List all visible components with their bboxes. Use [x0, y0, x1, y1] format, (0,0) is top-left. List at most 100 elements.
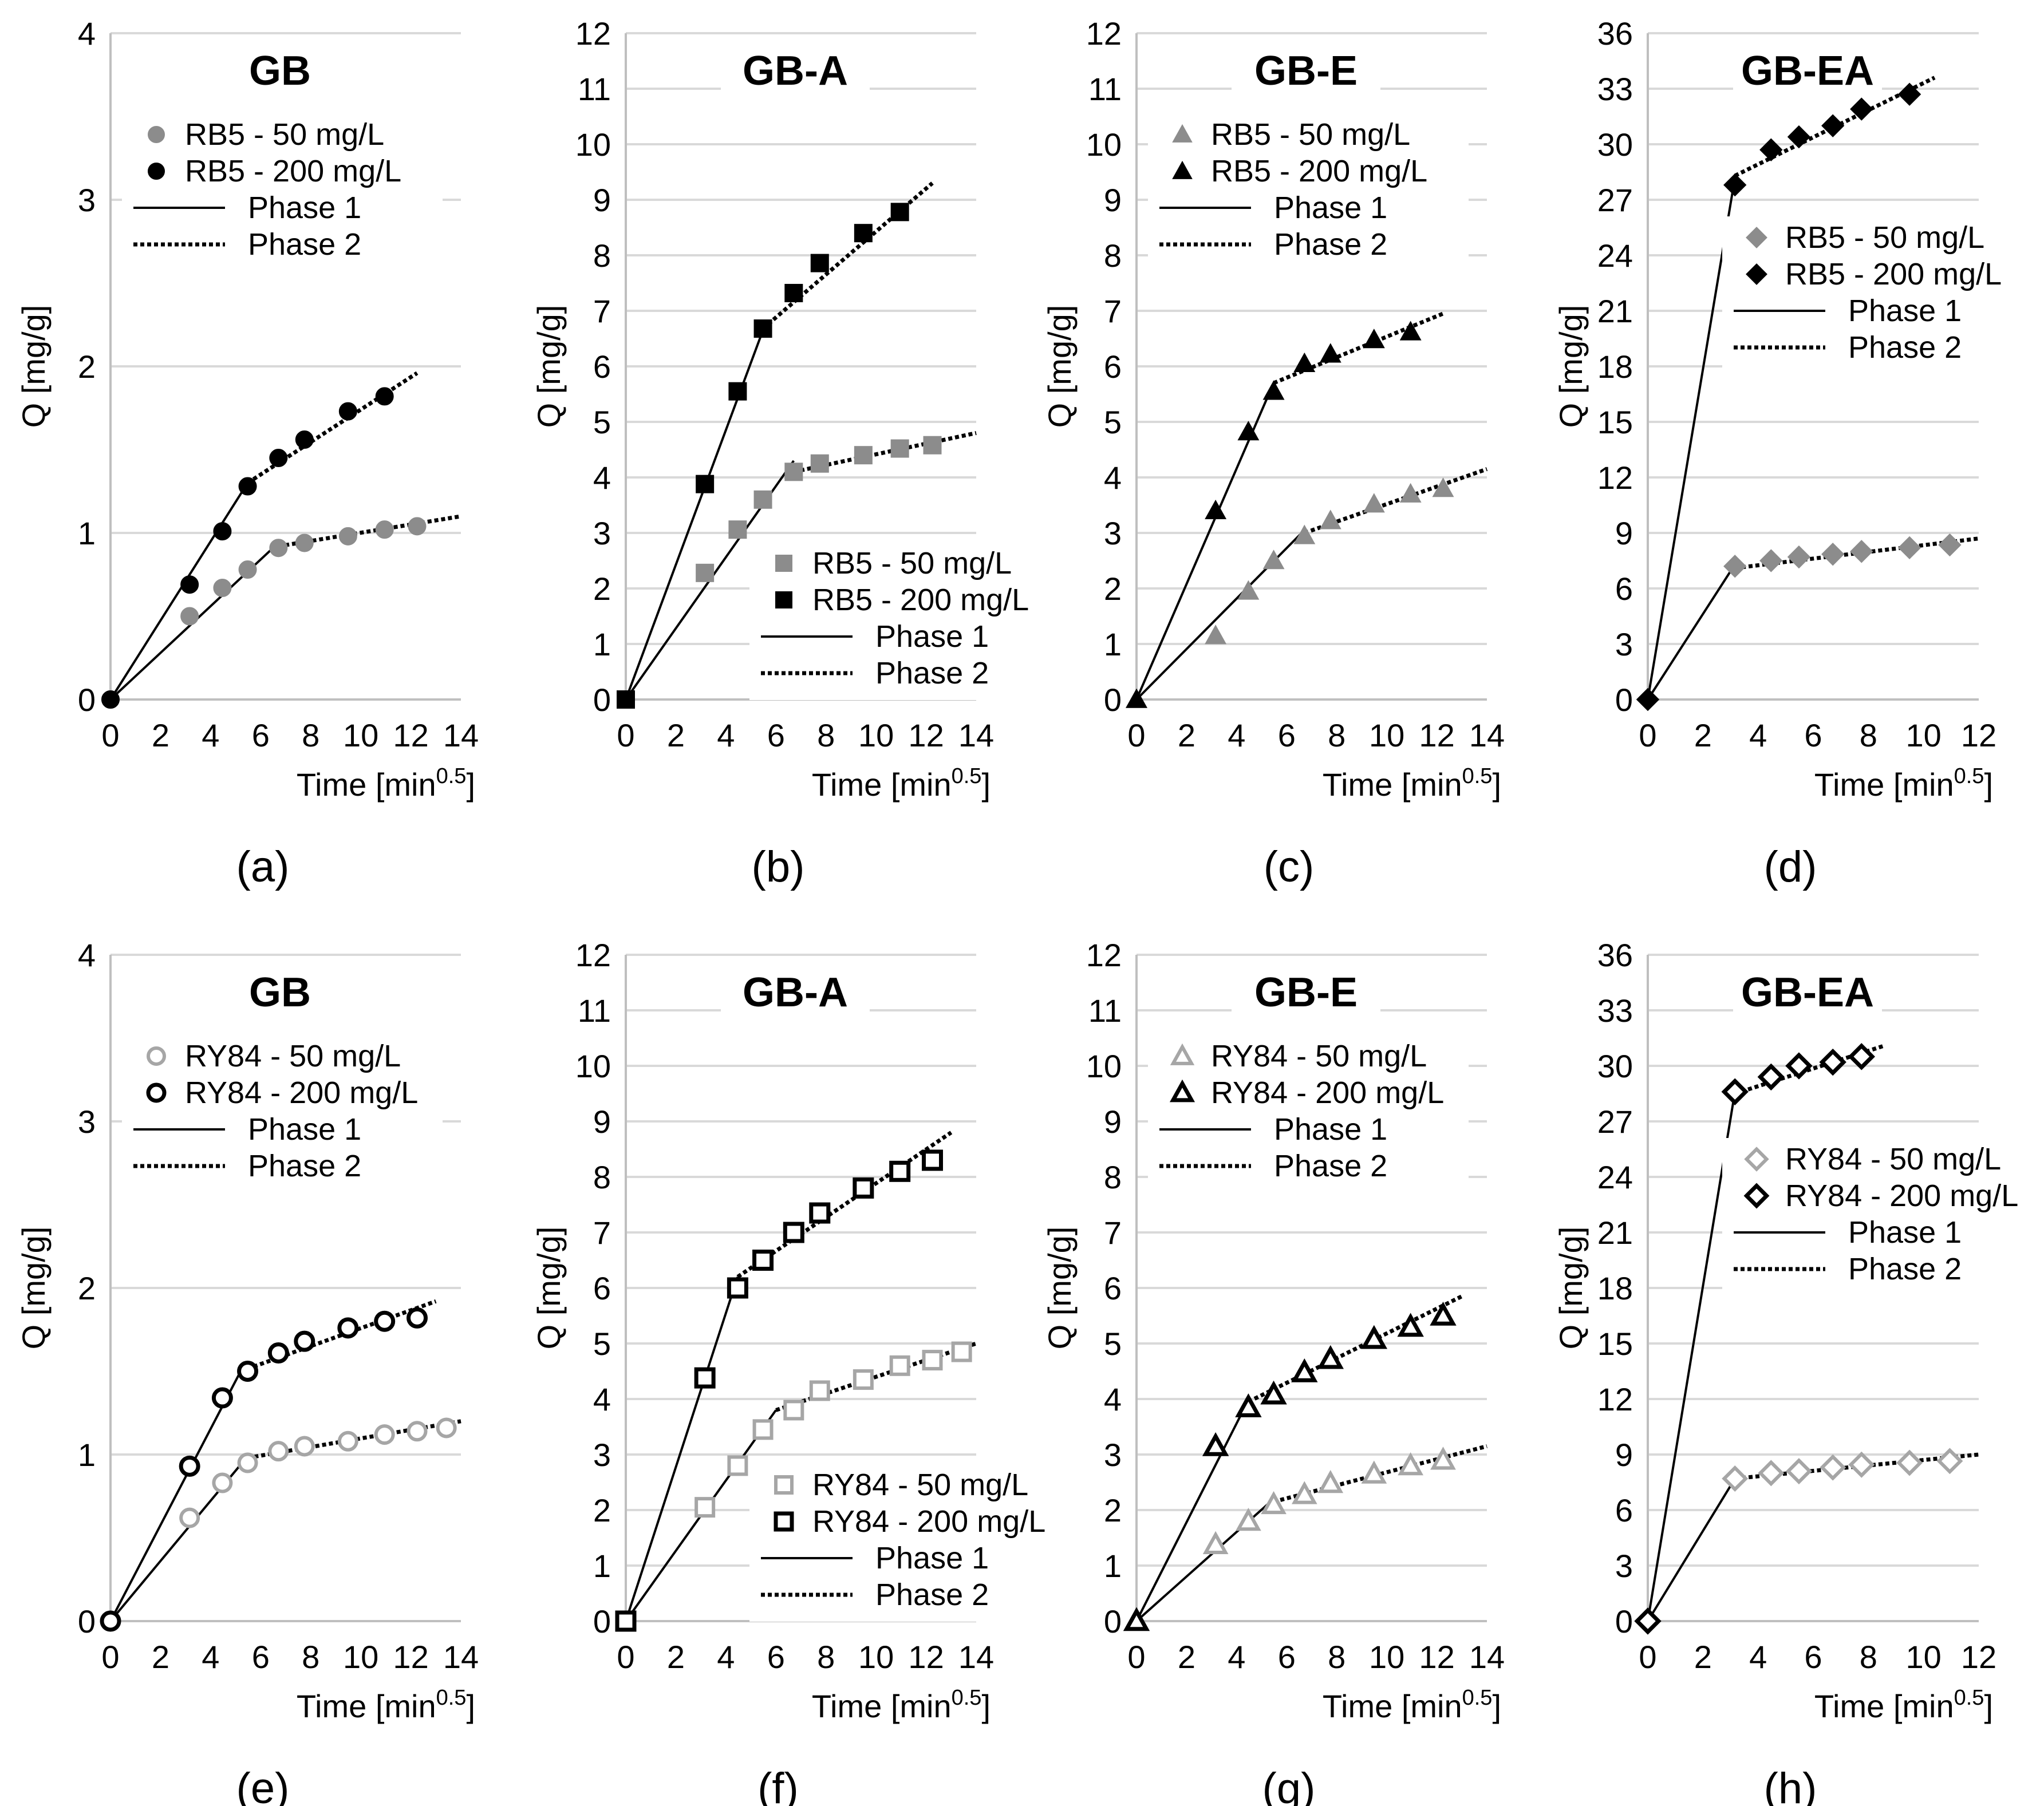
- data-point: [810, 454, 829, 473]
- y-tick-label: 12: [1086, 937, 1122, 973]
- data-point: [728, 382, 747, 401]
- y-tick-label: 30: [1597, 127, 1633, 163]
- x-axis-label-sup: 0.5: [1462, 764, 1493, 788]
- y-tick-label: 15: [1597, 1326, 1633, 1362]
- y-axis-label: Q [mg/g]: [531, 305, 567, 428]
- x-tick-label: 4: [1228, 717, 1245, 753]
- data-point: [1821, 543, 1845, 566]
- data-point: [1722, 1465, 1749, 1492]
- y-tick-label: 9: [1104, 1104, 1122, 1140]
- legend-label: RB5 - 50 mg/L: [185, 117, 384, 152]
- y-tick-label: 12: [1597, 460, 1633, 496]
- data-point: [1757, 1063, 1785, 1091]
- data-point: [1319, 343, 1341, 363]
- legend-label: Phase 1: [1848, 1215, 1962, 1250]
- data-point: [1897, 82, 1921, 106]
- y-tick-label: 18: [1597, 1270, 1633, 1306]
- x-tick-label: 14: [958, 1639, 994, 1675]
- y-tick-label: 3: [593, 1437, 611, 1473]
- x-axis-label: Time [min0.5]: [297, 1686, 475, 1724]
- y-tick-label: 4: [78, 15, 96, 52]
- x-axis-label: Time [min0.5]: [1323, 1686, 1501, 1724]
- data-point: [269, 539, 288, 558]
- y-tick-label: 10: [1086, 1048, 1122, 1084]
- y-tick-label: 2: [78, 1270, 96, 1306]
- x-axis-label: Time [min0.5]: [812, 764, 991, 803]
- data-point: [1759, 549, 1783, 572]
- x-axis-label-close: ]: [1984, 766, 1993, 803]
- y-tick-label: 8: [1104, 1159, 1122, 1195]
- x-tick-label: 4: [717, 1639, 735, 1675]
- legend-label: Phase 2: [875, 1578, 989, 1612]
- y-tick-label: 6: [1615, 571, 1633, 607]
- phase-1-line: [109, 482, 249, 701]
- x-tick-label: 10: [1906, 717, 1942, 753]
- x-axis-label-main: Time [min: [812, 766, 952, 803]
- y-tick-label: 15: [1597, 404, 1633, 440]
- x-axis-label-close: ]: [1492, 766, 1501, 803]
- y-tick-label: 6: [593, 349, 611, 385]
- data-point: [1848, 1043, 1875, 1070]
- legend-label: RB5 - 200 mg/L: [812, 583, 1029, 617]
- panel-label: (c): [1264, 843, 1315, 891]
- y-tick-label: 10: [575, 1048, 611, 1084]
- x-tick-label: 6: [252, 717, 270, 753]
- title-background: [1232, 45, 1380, 99]
- y-tick-label: 0: [1104, 682, 1122, 718]
- data-point: [1723, 173, 1747, 197]
- data-point: [338, 402, 357, 421]
- data-point: [1319, 509, 1341, 529]
- data-point: [696, 475, 715, 493]
- data-point: [408, 517, 427, 536]
- legend-label: RB5 - 50 mg/L: [812, 546, 1012, 580]
- legend-label: Phase 2: [1848, 1252, 1962, 1286]
- panel-label: (h): [1764, 1764, 1817, 1806]
- legend-label: RY84 - 200 mg/L: [1211, 1076, 1444, 1110]
- x-tick-label: 12: [393, 717, 428, 753]
- x-tick-label: 2: [152, 1639, 169, 1675]
- data-point: [889, 1160, 911, 1182]
- data-point: [101, 690, 120, 709]
- data-point: [784, 283, 803, 302]
- phase-2-line: [775, 1341, 977, 1412]
- x-tick-label: 6: [767, 1639, 785, 1675]
- y-tick-label: 0: [593, 1603, 611, 1639]
- title-background: [721, 966, 870, 1021]
- y-tick-label: 3: [1104, 515, 1122, 551]
- legend-label: RB5 - 200 mg/L: [185, 154, 401, 188]
- data-point: [1397, 1313, 1424, 1337]
- phase-1-line: [625, 1276, 739, 1622]
- data-point: [1205, 625, 1227, 645]
- data-point: [617, 690, 635, 709]
- y-tick-label: 1: [593, 626, 611, 662]
- y-tick-label: 6: [593, 1270, 611, 1306]
- data-point: [1897, 536, 1921, 560]
- x-tick-label: 0: [101, 717, 119, 753]
- data-point: [1785, 1052, 1813, 1080]
- y-tick-label: 36: [1597, 15, 1633, 52]
- data-point: [295, 430, 314, 449]
- x-axis-label: Time [min0.5]: [812, 1686, 991, 1724]
- x-axis-label-sup: 0.5: [952, 1686, 982, 1710]
- phase-1-line: [1647, 563, 1736, 701]
- data-point: [180, 607, 199, 626]
- phase-1-line: [1647, 177, 1737, 700]
- phase-2-line: [246, 371, 419, 485]
- legend-label: Phase 2: [875, 656, 989, 690]
- x-tick-label: 12: [1419, 717, 1454, 753]
- x-tick-label: 12: [908, 717, 944, 753]
- y-tick-label: 0: [1615, 1603, 1633, 1639]
- y-tick-label: 6: [1615, 1492, 1633, 1528]
- legend-label: RY84 - 200 mg/L: [185, 1076, 418, 1110]
- data-point: [337, 1430, 358, 1452]
- y-tick-label: 3: [1615, 626, 1633, 662]
- data-point: [1202, 1531, 1229, 1554]
- title-background: [1733, 966, 1882, 1021]
- data-point: [694, 1367, 716, 1389]
- x-tick-label: 0: [1639, 717, 1656, 753]
- data-point: [1205, 499, 1227, 519]
- y-tick-label: 11: [578, 71, 611, 107]
